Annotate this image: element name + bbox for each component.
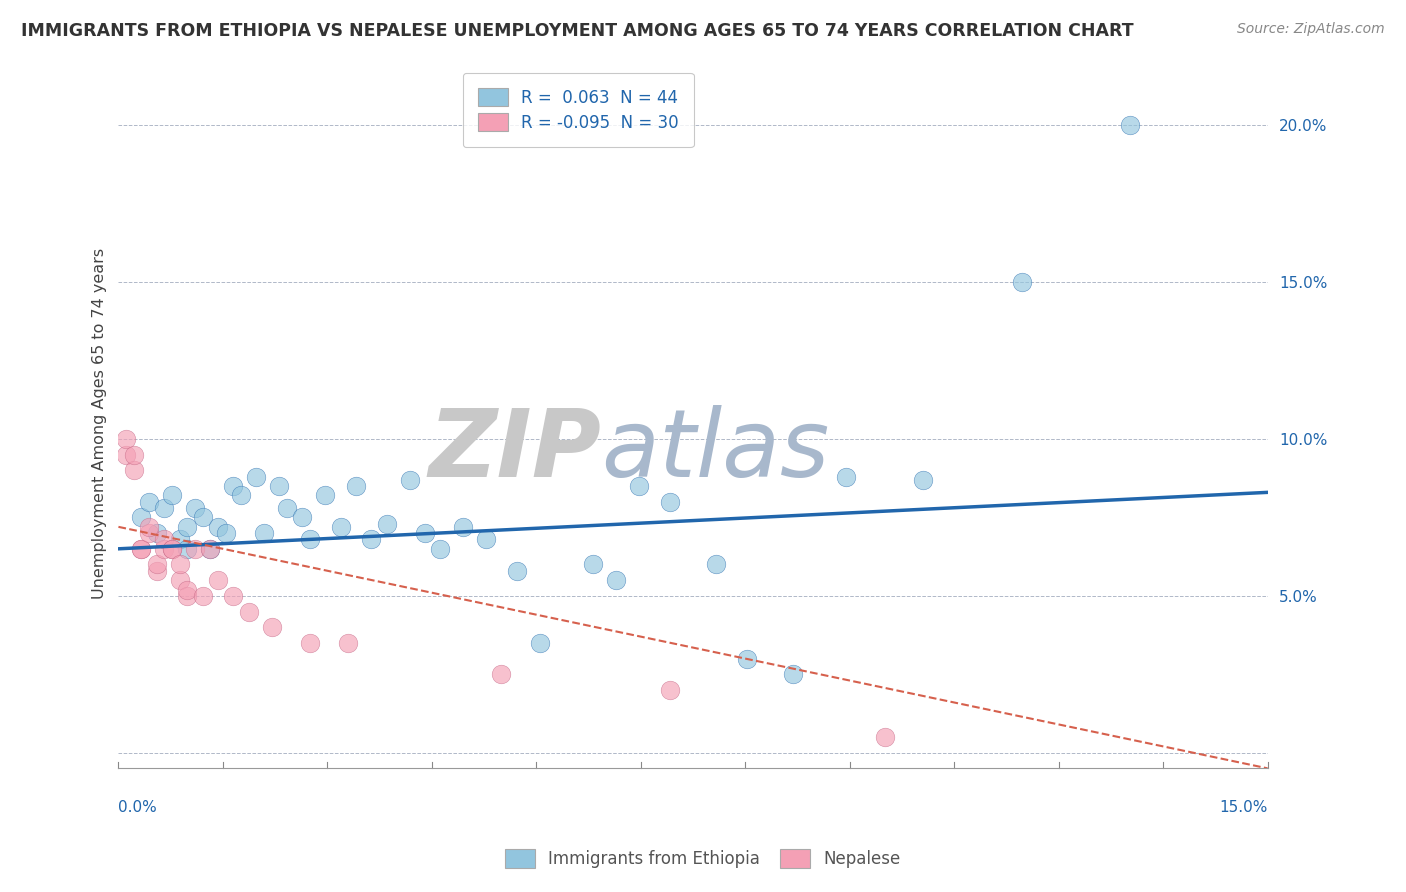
Point — [191, 510, 214, 524]
Point — [329, 520, 352, 534]
Point — [451, 520, 474, 534]
Legend: R =  0.063  N = 44, R = -0.095  N = 30: R = 0.063 N = 44, R = -0.095 N = 30 — [463, 73, 693, 147]
Point — [659, 682, 682, 697]
Point — [344, 479, 367, 493]
Point — [782, 667, 804, 681]
Point — [122, 463, 145, 477]
Point — [276, 501, 298, 516]
Point — [138, 526, 160, 541]
Point — [911, 473, 934, 487]
Point — [145, 558, 167, 572]
Point — [1118, 119, 1140, 133]
Point — [131, 541, 153, 556]
Point — [628, 479, 651, 493]
Point — [375, 516, 398, 531]
Point — [253, 526, 276, 541]
Point — [176, 520, 198, 534]
Point — [169, 558, 191, 572]
Point — [429, 541, 451, 556]
Point — [491, 667, 513, 681]
Text: 0.0%: 0.0% — [118, 800, 157, 814]
Point — [115, 448, 138, 462]
Point — [153, 501, 176, 516]
Point — [529, 636, 551, 650]
Text: 15.0%: 15.0% — [1219, 800, 1268, 814]
Point — [145, 526, 167, 541]
Point — [835, 469, 858, 483]
Legend: Immigrants from Ethiopia, Nepalese: Immigrants from Ethiopia, Nepalese — [499, 843, 907, 875]
Point — [582, 558, 605, 572]
Point — [291, 510, 314, 524]
Point — [298, 636, 321, 650]
Point — [337, 636, 360, 650]
Point — [184, 541, 207, 556]
Point — [314, 488, 336, 502]
Point — [160, 541, 183, 556]
Point — [138, 495, 160, 509]
Point — [605, 573, 627, 587]
Text: ZIP: ZIP — [429, 405, 602, 497]
Point — [360, 533, 382, 547]
Point — [153, 541, 176, 556]
Point — [131, 510, 153, 524]
Y-axis label: Unemployment Among Ages 65 to 74 years: Unemployment Among Ages 65 to 74 years — [93, 248, 107, 599]
Point — [222, 479, 245, 493]
Point — [659, 495, 682, 509]
Point — [298, 533, 321, 547]
Point — [222, 589, 245, 603]
Point — [131, 541, 153, 556]
Point — [169, 533, 191, 547]
Point — [176, 589, 198, 603]
Point — [269, 479, 291, 493]
Point — [704, 558, 727, 572]
Point — [160, 488, 183, 502]
Point — [873, 730, 896, 744]
Point — [260, 620, 283, 634]
Point — [413, 526, 436, 541]
Point — [506, 564, 529, 578]
Text: atlas: atlas — [602, 406, 830, 497]
Point — [169, 573, 191, 587]
Text: IMMIGRANTS FROM ETHIOPIA VS NEPALESE UNEMPLOYMENT AMONG AGES 65 TO 74 YEARS CORR: IMMIGRANTS FROM ETHIOPIA VS NEPALESE UNE… — [21, 22, 1133, 40]
Point — [145, 564, 167, 578]
Point — [115, 432, 138, 446]
Point — [200, 541, 222, 556]
Point — [398, 473, 420, 487]
Point — [207, 520, 229, 534]
Text: Source: ZipAtlas.com: Source: ZipAtlas.com — [1237, 22, 1385, 37]
Point — [1011, 275, 1033, 289]
Point — [176, 541, 198, 556]
Point — [475, 533, 498, 547]
Point — [229, 488, 252, 502]
Point — [245, 469, 267, 483]
Point — [184, 501, 207, 516]
Point — [238, 605, 260, 619]
Point — [200, 541, 222, 556]
Point — [191, 589, 214, 603]
Point — [160, 541, 183, 556]
Point — [176, 582, 198, 597]
Point — [735, 651, 758, 665]
Point — [138, 520, 160, 534]
Point — [153, 533, 176, 547]
Point — [207, 573, 229, 587]
Point — [215, 526, 238, 541]
Point — [122, 448, 145, 462]
